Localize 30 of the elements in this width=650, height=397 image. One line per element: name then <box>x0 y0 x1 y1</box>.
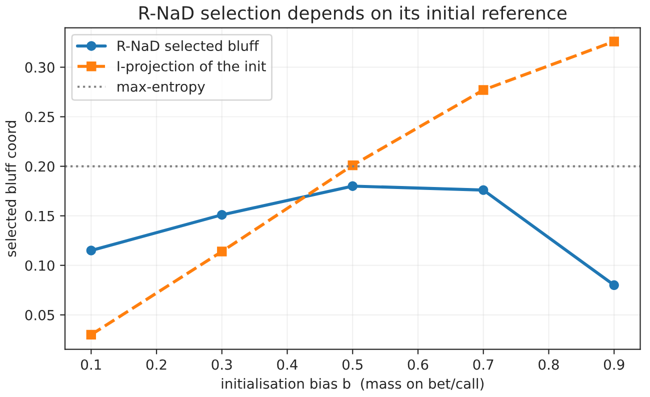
y-tick-label: 0.20 <box>25 161 54 172</box>
point <box>609 280 619 290</box>
x-tick-label: 0.3 <box>212 359 232 370</box>
point <box>86 246 96 256</box>
point <box>217 246 227 256</box>
y-axis-title: selected bluff coord <box>5 121 16 257</box>
x-tick-label: 0.6 <box>408 359 428 370</box>
chart-title: R-NaD selection depends on its initial reference <box>140 6 567 24</box>
x-tick-label: 0.7 <box>473 359 494 370</box>
y-tick-label: 0.05 <box>25 310 54 320</box>
x-tick-label: 0.5 <box>342 359 362 370</box>
y-tick-label: 0.10 <box>25 260 54 271</box>
x-tick-label: 0.1 <box>81 359 101 370</box>
y-tick-label: 0.15 <box>25 210 54 222</box>
point <box>478 185 488 195</box>
y-tick-label: 0.25 <box>25 112 54 122</box>
x-tick-label: 0.4 <box>277 359 298 370</box>
x-axis-title: initialisation bias b (mass on bet/call) <box>222 378 484 390</box>
point <box>86 330 96 340</box>
point <box>609 36 619 46</box>
legend-label: I-projection of the init <box>118 60 266 74</box>
point <box>217 210 227 220</box>
legend-label: R-NaD selected bluff <box>118 40 260 52</box>
y-tick-label: 0.30 <box>25 62 54 73</box>
x-tick-label: 0.8 <box>538 359 559 370</box>
x-tick-label: 0.9 <box>604 359 624 370</box>
point <box>478 85 488 95</box>
x-tick-label: 0.2 <box>146 359 166 370</box>
legend-label: max-entropy <box>118 82 205 95</box>
point <box>348 181 358 191</box>
